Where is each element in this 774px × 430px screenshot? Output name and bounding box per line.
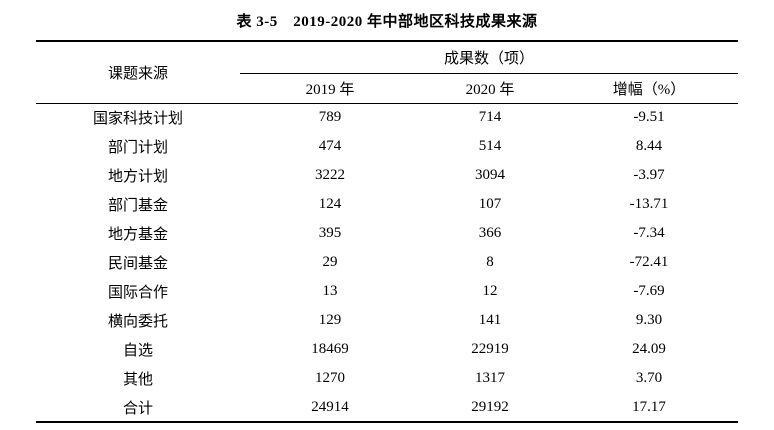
value-2019: 124 [318,196,342,212]
header-source: 课题来源 [35,41,240,104]
table-row: 部门基金 124 107 -13.71 [36,190,738,219]
row-label: 地方计划 [107,169,168,185]
table-row: 其他 1270 1317 3.70 [36,364,738,393]
value-2020: 107 [478,196,502,212]
value-2019: 129 [318,312,342,328]
value-growth: -72.41 [629,254,669,270]
data-table: 课题来源 成果数（项） 2019 年 2020 年 增幅（%） 国家科技计划 7… [35,40,738,423]
value-growth: 9.30 [635,312,663,328]
value-2020: 29192 [471,398,509,415]
value-growth: 17.17 [632,398,666,415]
value-2020: 8 [486,254,494,270]
header-growth: 增幅（%） [559,73,738,104]
header-2020: 2020 年 [419,73,560,104]
value-2019: 789 [318,109,342,126]
value-2019: 18469 [311,341,349,357]
table-row: 民间基金 29 8 -72.41 [36,248,738,277]
value-growth: -13.71 [629,196,669,212]
table-row: 横向委托 129 141 9.30 [36,306,738,335]
value-2020: 12 [482,283,498,299]
value-2019: 13 [322,283,338,299]
row-label: 国际合作 [107,285,168,301]
value-growth: -9.51 [633,109,665,126]
value-2019: 1270 [314,370,345,386]
value-growth: -3.97 [633,167,665,183]
value-2020: 366 [478,225,502,241]
value-2019: 29 [322,254,338,270]
value-2020: 22919 [471,341,509,357]
table-row: 地方基金 395 366 -7.34 [36,219,738,248]
row-label: 国家科技计划 [92,111,183,128]
value-2020: 1317 [474,370,505,386]
value-2019: 24914 [311,398,349,415]
table-row: 国家科技计划 789 714 -9.51 [36,103,738,132]
row-label: 合计 [122,400,153,417]
value-growth: 3.70 [635,370,663,386]
row-label: 自选 [122,343,153,359]
value-2020: 141 [478,312,502,328]
table-row: 国际合作 13 12 -7.69 [36,277,738,306]
row-label: 地方基金 [107,227,168,243]
value-growth: 24.09 [632,341,666,357]
value-growth: 8.44 [635,138,663,154]
header-results-group: 成果数（项） [239,41,738,74]
value-2019: 3222 [314,167,345,183]
table-row: 地方计划 3222 3094 -3.97 [36,161,738,190]
value-2020: 3094 [474,167,505,183]
row-label: 民间基金 [107,256,168,272]
header-row-group: 课题来源 成果数（项） [35,41,738,104]
header-row-years: 2019 年 2020 年 增幅（%） [36,73,738,104]
table-row: 部门计划 474 514 8.44 [36,132,738,161]
row-label: 横向委托 [107,314,168,330]
value-2020: 514 [478,138,502,154]
value-2019: 395 [318,225,342,241]
value-growth: -7.34 [633,225,665,241]
value-growth: -7.69 [633,283,665,299]
value-2019: 474 [318,138,342,154]
row-label: 部门基金 [107,198,168,214]
row-label: 其他 [122,372,153,388]
table-row: 自选 18469 22919 24.09 [36,335,738,364]
table-title: 表 3-5 2019-2020 年中部地区科技成果来源 [236,14,538,30]
table-row: 合计 24914 29192 17.17 [36,393,738,422]
value-2020: 714 [478,109,502,126]
row-label: 部门计划 [107,140,168,156]
header-2019: 2019 年 [239,73,420,104]
